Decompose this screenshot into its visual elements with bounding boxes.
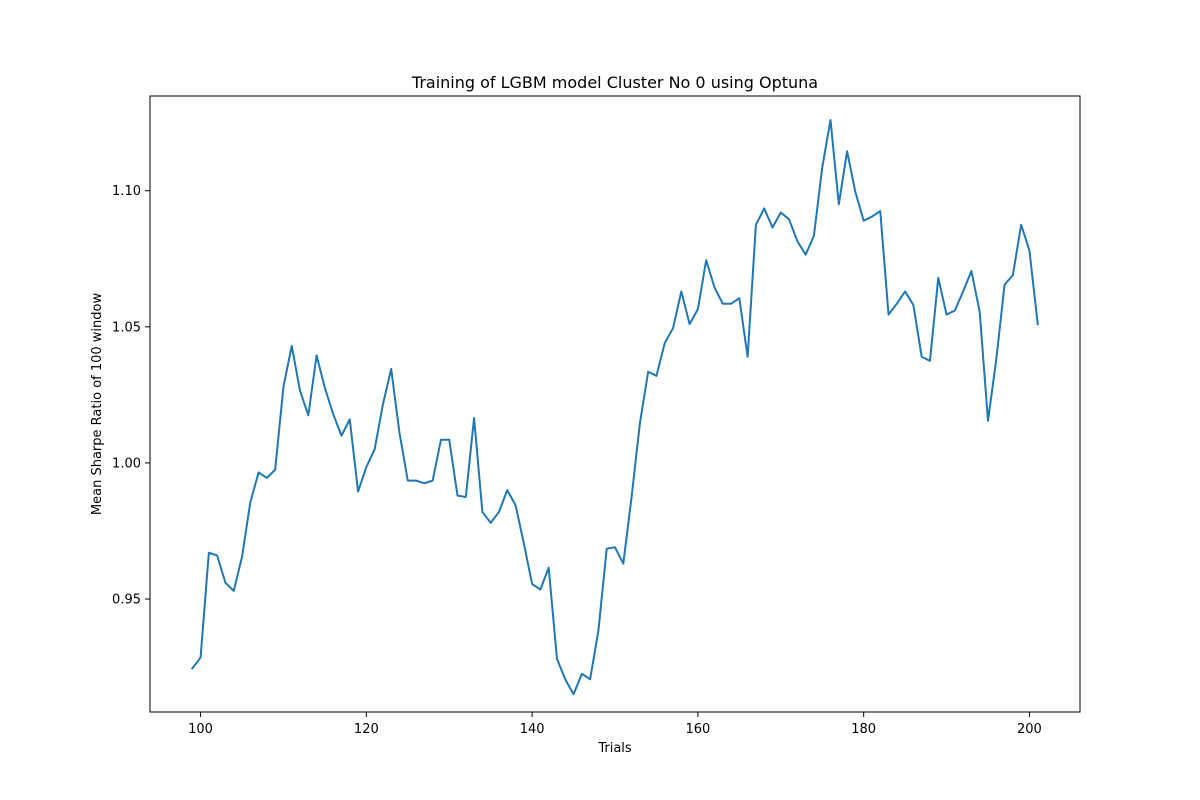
y-axis: 0.95 1.00 1.05 1.10 [112,184,150,608]
series-layer [190,118,1039,696]
x-tick-label: 160 [685,722,710,737]
y-tick-label: 1.00 [112,456,141,471]
y-tick-label: 0.95 [112,593,141,608]
series-line [190,118,1039,696]
x-tick-label: 140 [520,722,545,737]
x-tick-label: 120 [354,722,379,737]
x-axis: 100 120 140 160 180 200 [188,712,1042,737]
x-tick-label: 100 [188,722,213,737]
y-axis-label: Mean Sharpe Ratio of 100 window [90,293,105,516]
x-tick-label: 180 [851,722,876,737]
y-tick-label: 1.05 [112,320,141,335]
y-tick-label: 1.10 [112,184,141,199]
x-axis-label: Trials [597,741,632,756]
chart-title: Training of LGBM model Cluster No 0 usin… [411,73,818,92]
plot-area [149,95,1081,713]
x-tick-label: 200 [1017,722,1042,737]
